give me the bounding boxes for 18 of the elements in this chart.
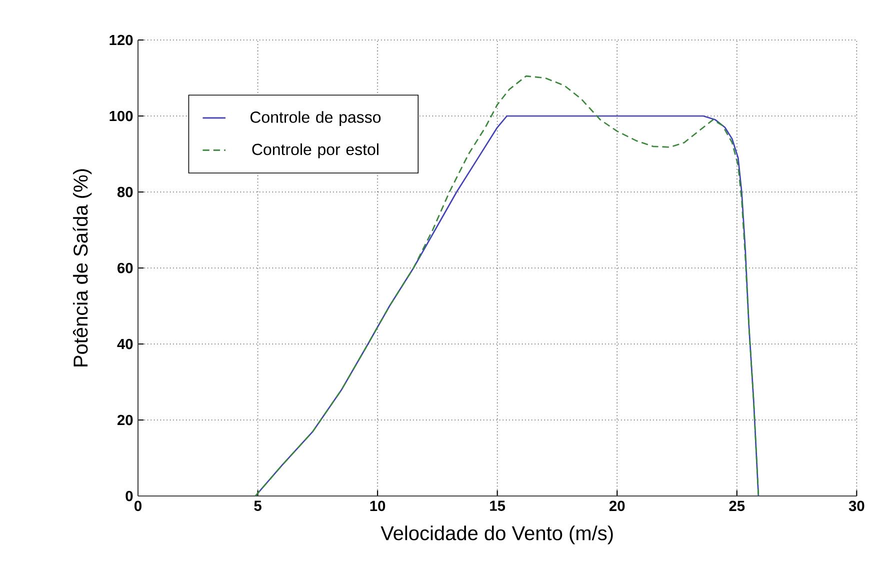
y-tick-label: 100 (110, 110, 133, 122)
x-tick-label: 15 (490, 500, 506, 511)
y-tick-label: 120 (110, 34, 133, 46)
y-tick-label: 80 (117, 186, 133, 198)
y-tick-label: 0 (126, 490, 133, 502)
x-axis-title: Velocidade do Vento (m/s) (380, 526, 613, 544)
y-tick-label: 60 (118, 262, 133, 274)
y-axis-title: Potência de Saída (%) (72, 169, 92, 366)
x-tick-label: 5 (254, 500, 262, 511)
legend-label: Controle de passo (250, 111, 381, 126)
y-tick-label: 20 (117, 414, 133, 426)
x-tick-label: 0 (134, 500, 142, 512)
x-tick-label: 20 (609, 500, 625, 512)
x-tick-label: 10 (370, 500, 386, 512)
y-tick-label: 40 (117, 338, 133, 350)
x-tick-label: 30 (848, 500, 864, 512)
x-tick-label: 25 (729, 500, 745, 512)
legend-label: Controle por estol (252, 143, 378, 158)
